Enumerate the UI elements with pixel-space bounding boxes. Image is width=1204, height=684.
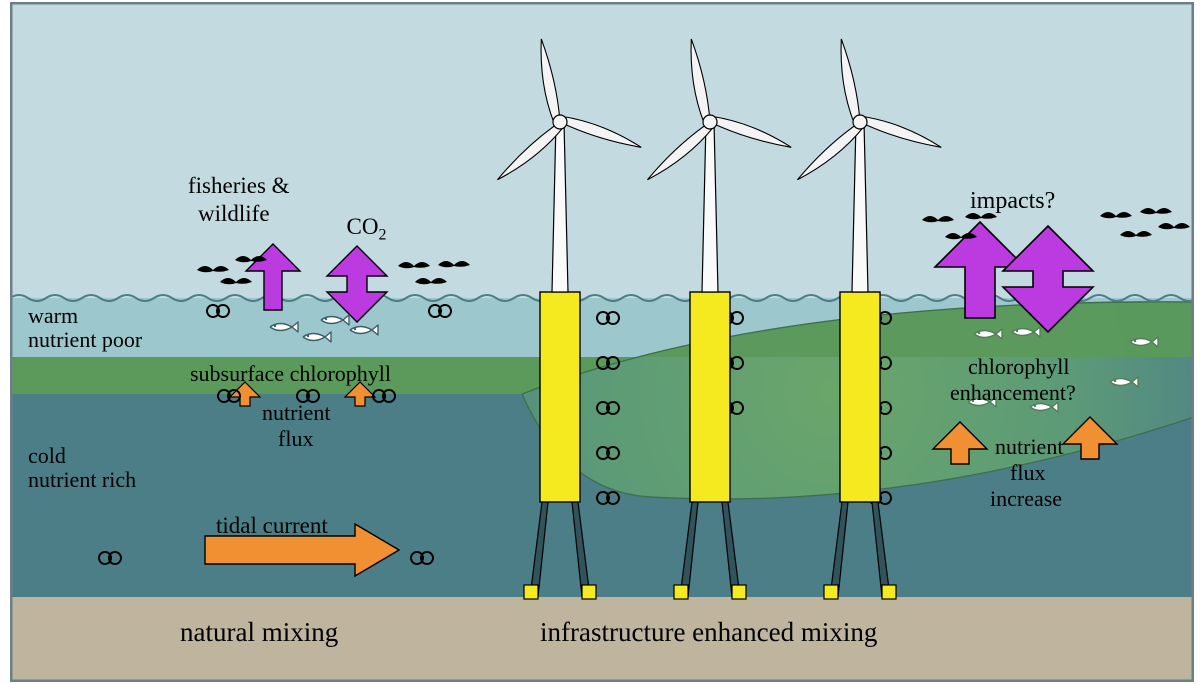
- label-fisheries-2: wildlife: [198, 200, 270, 227]
- label-nutrient-right-3: increase: [990, 486, 1062, 512]
- label-impacts: impacts?: [970, 187, 1055, 215]
- label-nutrient-right-1: nutrient: [995, 434, 1063, 460]
- label-subsurface: subsurface chlorophyll: [190, 361, 391, 387]
- label-nutrient-flux-1: nutrient: [262, 400, 330, 426]
- diagram-frame: warm nutrient poor subsurface chlorophyl…: [10, 2, 1194, 682]
- label-nutrient-flux-2: flux: [278, 426, 313, 452]
- label-chlorophyll-1: chlorophyll: [968, 354, 1069, 380]
- label-enhanced-mixing: infrastructure enhanced mixing: [540, 617, 877, 649]
- label-fisheries-1: fisheries &: [188, 172, 290, 199]
- label-cold-1: cold: [28, 443, 66, 469]
- label-chlorophyll-2: enhancement?: [950, 380, 1076, 406]
- sky-layer: [10, 2, 1194, 298]
- label-warm-1: warm: [28, 303, 78, 329]
- label-co2: CO2: [335, 186, 386, 246]
- label-natural-mixing: natural mixing: [180, 617, 338, 649]
- label-nutrient-right-2: flux: [1010, 460, 1045, 486]
- label-warm-2: nutrient poor: [28, 327, 142, 353]
- label-cold-2: nutrient rich: [28, 467, 136, 493]
- label-co2-sub: 2: [378, 227, 386, 244]
- label-tidal: tidal current: [216, 512, 328, 539]
- label-co2-text: CO: [347, 214, 379, 239]
